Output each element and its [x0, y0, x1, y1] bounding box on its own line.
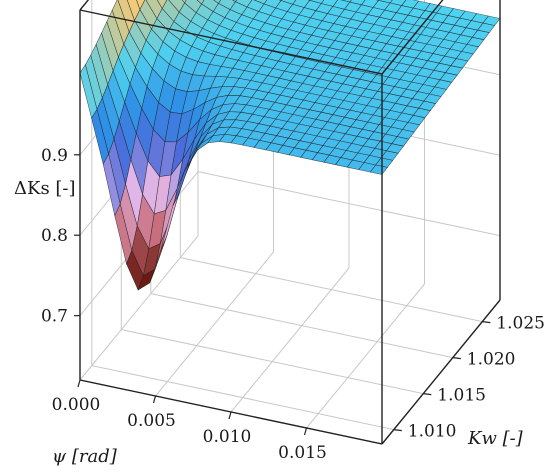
surface-patch	[181, 0, 187, 4]
y-tick-mark	[393, 429, 402, 432]
x-axis-title: ψ [rad]	[52, 446, 118, 467]
y-tick-mark	[423, 393, 432, 396]
floor-grid-x-1	[155, 251, 274, 397]
floor-grid-y-1	[121, 329, 424, 395]
floor-grid-x-2	[230, 267, 350, 413]
x-tick-mark	[152, 395, 157, 404]
y-tick-label: 1.020	[467, 350, 516, 370]
frame-edge-right-bottom	[381, 299, 501, 445]
x-tick-label: 0.015	[278, 443, 327, 463]
y-tick-mark	[482, 321, 491, 324]
y-axis-title: Kw [-]	[467, 428, 524, 449]
surface-layer	[79, 0, 501, 291]
y-tick-label: 1.010	[408, 422, 457, 442]
surface-patch	[369, 164, 388, 175]
tick-layer: 0.7 0.8 0.9 0.000 0.005 0.010 0.015 1.010 1.015 1…	[41, 146, 545, 463]
z-tick-label: 0.8	[41, 226, 68, 246]
x-tick-label: 0.000	[52, 395, 101, 415]
floor-grid-x-3	[306, 283, 425, 429]
z-tick-label: 0.9	[41, 146, 68, 166]
x-tick-label: 0.005	[127, 411, 176, 431]
x-tick-label: 0.010	[203, 427, 252, 447]
floor-grid-x-0	[79, 235, 199, 381]
frame-edge-front-top	[79, 9, 383, 75]
x-tick-mark	[228, 411, 232, 420]
floor-grid-y-3	[180, 257, 483, 323]
z-axis-title: ΔKs [-]	[14, 178, 76, 199]
frame-edge-right-top	[381, 0, 444, 75]
z-tick-label: 0.7	[41, 307, 68, 327]
floor-grid-y-0	[91, 365, 394, 431]
y-tick-label: 1.025	[496, 314, 545, 334]
y-tick-label: 1.015	[437, 386, 486, 406]
surface-patch	[136, 0, 146, 11]
x-tick-mark	[303, 427, 308, 436]
y-tick-mark	[452, 357, 461, 360]
floor-grid-y-2	[150, 293, 453, 359]
x-tick-mark	[77, 379, 81, 388]
